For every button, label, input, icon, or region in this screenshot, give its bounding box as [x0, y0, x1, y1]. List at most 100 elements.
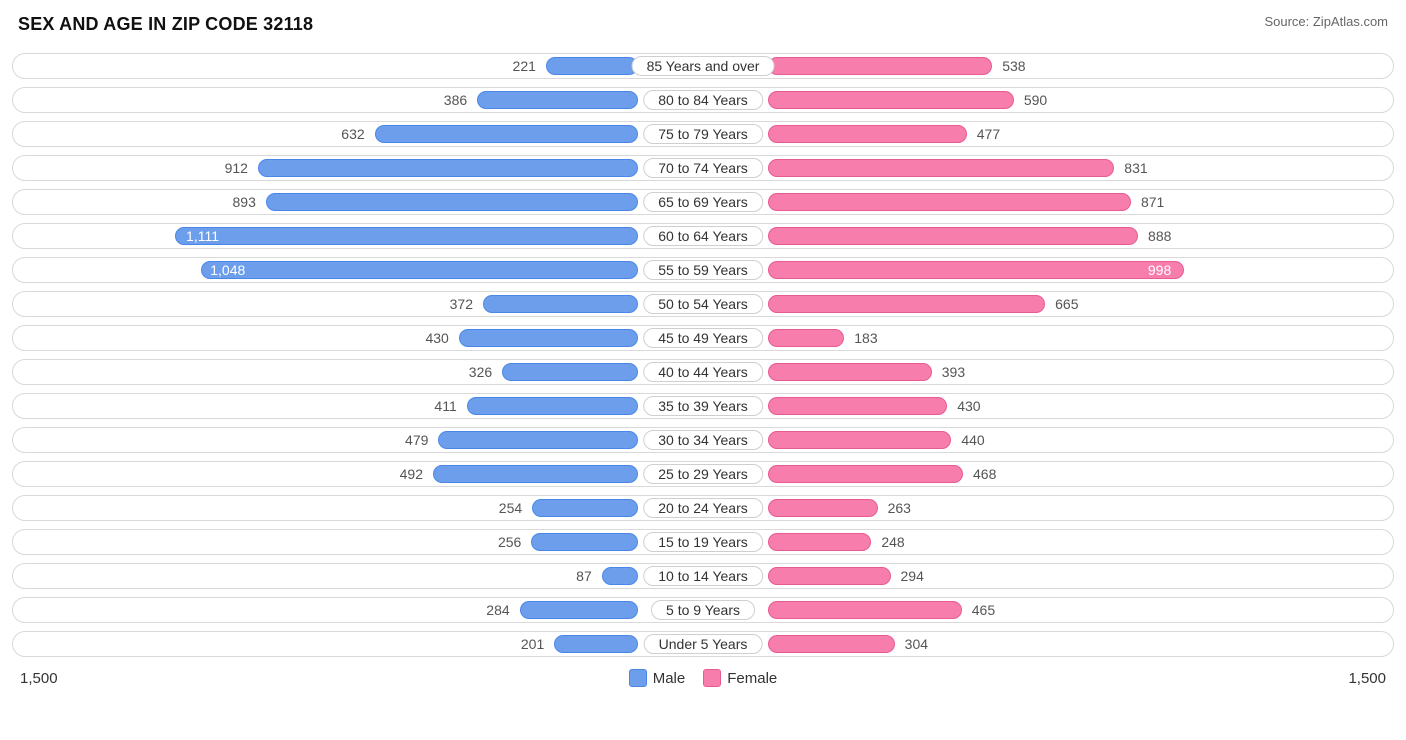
- female-bar: [768, 533, 871, 551]
- male-value: 254: [499, 496, 528, 520]
- female-value: 440: [955, 428, 984, 452]
- female-value: 665: [1049, 292, 1078, 316]
- age-category-label: 20 to 24 Years: [643, 498, 763, 518]
- male-value: 492: [400, 462, 429, 486]
- female-value: 465: [966, 598, 995, 622]
- pyramid-row: 47944030 to 34 Years: [12, 427, 1394, 453]
- pyramid-row: 492 468 25 to 29 Years: [12, 461, 1394, 487]
- chart-title: SEX AND AGE IN ZIP CODE 32118: [18, 14, 313, 35]
- age-category-label: 50 to 54 Years: [643, 294, 763, 314]
- male-bar: [546, 57, 638, 75]
- female-value: 538: [996, 54, 1025, 78]
- chart-source: Source: ZipAtlas.com: [1264, 14, 1388, 29]
- male-value: 326: [469, 360, 498, 384]
- legend-female-label: Female: [727, 670, 777, 687]
- pyramid-row: 893 871 65 to 69 Years: [12, 189, 1394, 215]
- female-bar: [768, 227, 1138, 245]
- pyramid-row: 284 465 5 to 9 Years: [12, 597, 1394, 623]
- age-category-label: 45 to 49 Years: [643, 328, 763, 348]
- male-value: 201: [521, 632, 550, 656]
- male-value: 632: [341, 122, 370, 146]
- chart-footer: 1,500 Male Female 1,500: [12, 665, 1394, 687]
- male-value: 411: [434, 394, 462, 418]
- female-value: 590: [1018, 88, 1047, 112]
- female-value: 248: [875, 530, 904, 554]
- age-category-label: 25 to 29 Years: [643, 464, 763, 484]
- male-bar: [459, 329, 638, 347]
- chart-header: SEX AND AGE IN ZIP CODE 32118 Source: Zi…: [12, 10, 1394, 53]
- female-bar: [768, 329, 844, 347]
- male-bar: [375, 125, 638, 143]
- pyramid-row: 386 590 80 to 84 Years: [12, 87, 1394, 113]
- male-swatch-icon: [629, 669, 647, 687]
- female-bar: [768, 601, 962, 619]
- female-bar: [768, 57, 992, 75]
- population-pyramid-chart: 22153885 Years and over38659080 to 84 Ye…: [12, 53, 1394, 657]
- age-category-label: 40 to 44 Years: [643, 362, 763, 382]
- pyramid-row: 411 430 35 to 39 Years: [12, 393, 1394, 419]
- legend-female: Female: [703, 669, 777, 687]
- male-bar: [602, 567, 638, 585]
- male-bar: [483, 295, 638, 313]
- age-category-label: 65 to 69 Years: [643, 192, 763, 212]
- female-value: 888: [1142, 224, 1171, 248]
- axis-right-label: 1,500: [1348, 670, 1386, 687]
- male-value: 893: [233, 190, 262, 214]
- pyramid-row: 201 304 Under 5 Years: [12, 631, 1394, 657]
- female-value: 468: [967, 462, 996, 486]
- age-category-label: 55 to 59 Years: [643, 260, 763, 280]
- female-bar: [768, 465, 963, 483]
- male-bar: [258, 159, 638, 177]
- age-category-label: 5 to 9 Years: [651, 600, 755, 620]
- female-swatch-icon: [703, 669, 721, 687]
- female-bar: [768, 363, 932, 381]
- male-bar: [531, 533, 638, 551]
- female-bar: [768, 91, 1014, 109]
- pyramid-row: 32639340 to 44 Years: [12, 359, 1394, 385]
- male-bar: [175, 227, 638, 245]
- age-category-label: 80 to 84 Years: [643, 90, 763, 110]
- male-bar: [467, 397, 638, 415]
- age-category-label: Under 5 Years: [644, 634, 763, 654]
- pyramid-row: 254 263 20 to 24 Years: [12, 495, 1394, 521]
- pyramid-row: 43018345 to 49 Years: [12, 325, 1394, 351]
- male-bar: [201, 261, 638, 279]
- age-category-label: 10 to 14 Years: [643, 566, 763, 586]
- male-value: 284: [486, 598, 515, 622]
- female-value: 477: [971, 122, 1000, 146]
- pyramid-row: 8729410 to 14 Years: [12, 563, 1394, 589]
- female-bar: [768, 125, 967, 143]
- female-value: 430: [951, 394, 980, 418]
- age-category-label: 15 to 19 Years: [643, 532, 763, 552]
- age-category-label: 85 Years and over: [632, 56, 775, 76]
- female-bar: [768, 261, 1184, 279]
- male-value: 386: [444, 88, 473, 112]
- female-bar: [768, 397, 947, 415]
- female-value: 871: [1135, 190, 1164, 214]
- age-category-label: 60 to 64 Years: [643, 226, 763, 246]
- age-category-label: 35 to 39 Years: [643, 396, 763, 416]
- male-value: 912: [225, 156, 254, 180]
- female-value: 263: [882, 496, 911, 520]
- male-bar: [433, 465, 638, 483]
- male-bar: [438, 431, 638, 449]
- age-category-label: 30 to 34 Years: [643, 430, 763, 450]
- age-category-label: 75 to 79 Years: [643, 124, 763, 144]
- female-bar: [768, 193, 1131, 211]
- pyramid-row: 91283170 to 74 Years: [12, 155, 1394, 181]
- axis-left-label: 1,500: [20, 670, 58, 687]
- legend-male: Male: [629, 669, 686, 687]
- male-bar: [502, 363, 638, 381]
- pyramid-row: 256 248 15 to 19 Years: [12, 529, 1394, 555]
- female-bar: [768, 295, 1045, 313]
- age-category-label: 70 to 74 Years: [643, 158, 763, 178]
- female-value: 183: [848, 326, 877, 350]
- female-value: 998: [1140, 258, 1181, 282]
- female-value: 304: [899, 632, 928, 656]
- male-value: 372: [450, 292, 479, 316]
- pyramid-row: 22153885 Years and over: [12, 53, 1394, 79]
- pyramid-row: 632 477 75 to 79 Years: [12, 121, 1394, 147]
- male-bar: [554, 635, 638, 653]
- male-value: 256: [498, 530, 527, 554]
- female-bar: [768, 635, 895, 653]
